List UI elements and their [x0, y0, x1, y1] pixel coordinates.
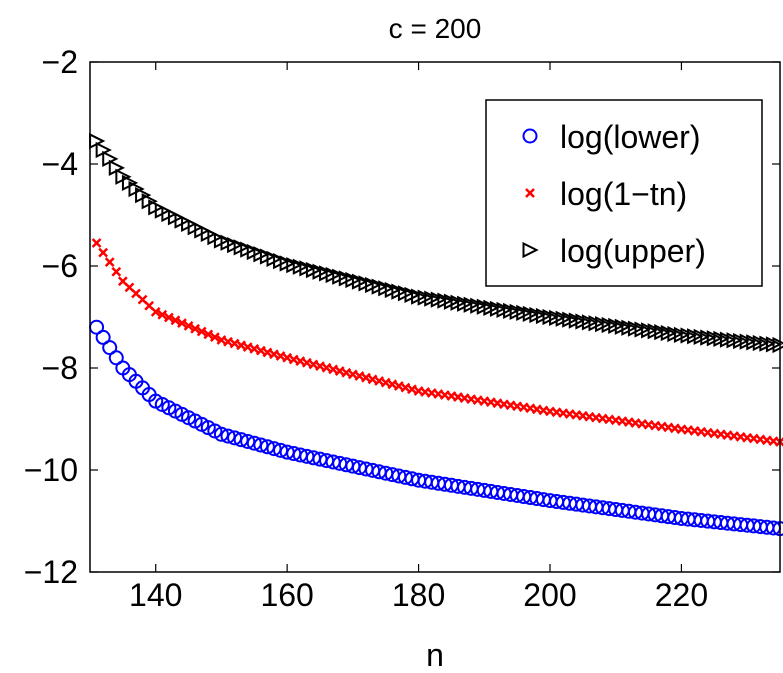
data-point — [98, 247, 109, 258]
data-point — [227, 430, 243, 446]
data-point — [367, 374, 378, 385]
data-point — [203, 329, 214, 340]
data-point — [315, 361, 325, 371]
data-point — [177, 318, 187, 329]
data-point — [400, 382, 411, 393]
plot-frame — [89, 61, 781, 573]
data-point — [229, 338, 240, 349]
x-tick-label: 140 — [129, 577, 182, 613]
data-point — [374, 376, 385, 386]
data-point — [341, 367, 352, 378]
data-point — [183, 321, 194, 331]
series-x — [91, 238, 783, 447]
legend-item: log(lower) — [522, 119, 700, 155]
data-point — [102, 340, 118, 356]
legend-marker — [522, 128, 538, 144]
legend-box — [485, 99, 763, 287]
data-point — [236, 340, 247, 351]
legend-label: log(1−tn) — [560, 176, 687, 212]
y-tick-label: −12 — [24, 554, 78, 590]
data-point — [288, 354, 299, 365]
tick-layer: 140 160 180 200 220 −2 −4 −6 −8 −10 −12 — [24, 44, 780, 613]
data-point — [266, 441, 282, 457]
data-point — [209, 332, 220, 343]
data-point — [240, 433, 256, 449]
data-point — [170, 315, 181, 326]
data-point — [91, 238, 102, 248]
data-point — [163, 312, 174, 323]
data-point — [387, 379, 398, 390]
legend-label: log(upper) — [560, 233, 706, 269]
data-point — [220, 428, 236, 444]
x-axis-label: n — [426, 637, 444, 673]
data-point — [393, 381, 404, 391]
data-point — [242, 342, 253, 352]
data-point — [380, 377, 391, 388]
data-point — [216, 335, 227, 345]
data-point — [407, 384, 417, 395]
y-tick-label: −2 — [42, 44, 78, 80]
data-point — [321, 362, 332, 373]
data-point — [246, 435, 262, 451]
data-point — [308, 359, 319, 370]
data-point — [233, 432, 249, 448]
data-point — [190, 323, 201, 334]
data-point — [282, 352, 293, 363]
legend: log(lower) log(1−tn) log(upper) — [485, 99, 763, 287]
x-tick-label: 160 — [260, 577, 313, 613]
legend-item: log(upper) — [522, 233, 706, 269]
data-point — [108, 350, 124, 366]
data-point — [301, 357, 312, 368]
data-point — [269, 349, 279, 360]
data-point — [354, 371, 365, 381]
data-point — [328, 364, 339, 375]
data-point — [262, 347, 273, 358]
data-point — [196, 326, 207, 337]
y-tick-label: −6 — [42, 248, 78, 284]
data-point — [95, 329, 111, 345]
data-point — [249, 343, 260, 354]
y-tick-label: −4 — [42, 146, 78, 182]
x-tick-label: 220 — [655, 577, 708, 613]
data-point — [111, 266, 122, 277]
series-layer — [89, 132, 783, 537]
data-point — [253, 437, 269, 453]
x-tick-label: 180 — [392, 577, 445, 613]
data-point — [213, 426, 229, 442]
y-tick-label: −10 — [24, 452, 78, 488]
data-point — [295, 356, 306, 366]
y-tick-label: −8 — [42, 350, 78, 386]
series-triangle-right — [89, 132, 783, 354]
data-point — [255, 345, 266, 356]
data-point — [157, 309, 168, 320]
data-point — [347, 369, 358, 380]
legend-item: log(1−tn) — [525, 176, 687, 212]
data-point — [275, 351, 286, 361]
data-point — [361, 372, 371, 383]
x-tick-label: 200 — [523, 577, 576, 613]
data-point — [150, 307, 161, 317]
legend-marker — [522, 241, 539, 259]
legend-label: log(lower) — [560, 119, 700, 155]
chart-title: c = 200 — [389, 13, 482, 44]
data-point — [334, 366, 345, 376]
legend-marker — [525, 188, 535, 198]
data-point — [259, 439, 275, 455]
data-point — [104, 257, 115, 268]
data-point — [223, 336, 233, 347]
